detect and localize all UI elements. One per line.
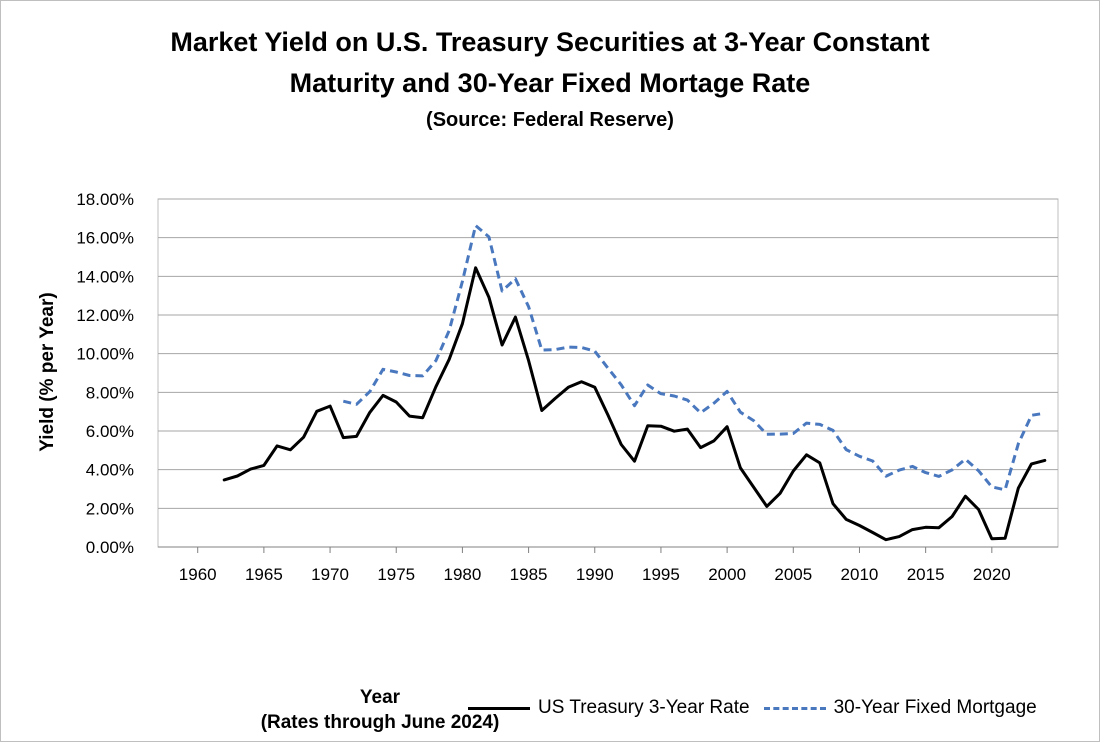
plot-area <box>157 198 1059 548</box>
y-tick-label: 0.00% <box>86 538 134 557</box>
x-tick-label: 1980 <box>443 565 481 584</box>
legend-swatch-treasury <box>468 706 530 710</box>
title-block: Market Yield on U.S. Treasury Securities… <box>0 22 1100 134</box>
x-tick-label: 1985 <box>510 565 548 584</box>
x-tick-label: 1960 <box>179 565 217 584</box>
x-axis-label-block: Year (Rates through June 2024) <box>261 685 500 735</box>
x-axis-note: (Rates through June 2024) <box>260 712 500 733</box>
series-line-mortgage <box>342 224 1046 492</box>
y-tick-label: 4.00% <box>86 461 134 480</box>
x-tick-label: 2005 <box>774 565 812 584</box>
x-axis-label: Year <box>359 687 401 708</box>
chart-subtitle: (Source: Federal Reserve) <box>426 109 674 131</box>
x-tick-label: 1975 <box>377 565 415 584</box>
x-tick-label: 1990 <box>576 565 614 584</box>
legend-label-mortgage: 30-Year Fixed Mortgage <box>833 697 1037 718</box>
y-tick-label: 12.00% <box>76 306 134 325</box>
x-tick-label: 1970 <box>311 565 349 584</box>
y-axis-label: Yield (% per Year) <box>37 292 58 452</box>
series-line-treasury <box>222 266 1047 542</box>
y-tick-label: 2.00% <box>86 499 134 518</box>
x-tick-label: 2015 <box>907 565 945 584</box>
y-tick-label: 14.00% <box>76 267 134 286</box>
legend-label-treasury: US Treasury 3-Year Rate <box>538 697 750 718</box>
y-tick-label: 10.00% <box>76 345 134 364</box>
x-tick-label: 2020 <box>973 565 1011 584</box>
chart-title: Market Yield on U.S. Treasury Securities… <box>170 27 930 98</box>
y-tick-label: 18.00% <box>76 190 134 209</box>
x-tick-label: 1995 <box>642 565 680 584</box>
y-tick-label: 8.00% <box>86 383 134 402</box>
legend-item-treasury: US Treasury 3-Year Rate <box>468 697 750 719</box>
x-tick-label: 2010 <box>841 565 879 584</box>
y-tick-label: 16.00% <box>76 229 134 248</box>
x-tick-label: 1965 <box>245 565 283 584</box>
x-tick-label: 2000 <box>708 565 746 584</box>
legend-item-mortgage: 30-Year Fixed Mortgage <box>763 697 1037 719</box>
legend: US Treasury 3-Year Rate 30-Year Fixed Mo… <box>468 697 1051 719</box>
legend-swatch-mortgage <box>763 706 826 710</box>
y-tick-label: 6.00% <box>86 422 134 441</box>
